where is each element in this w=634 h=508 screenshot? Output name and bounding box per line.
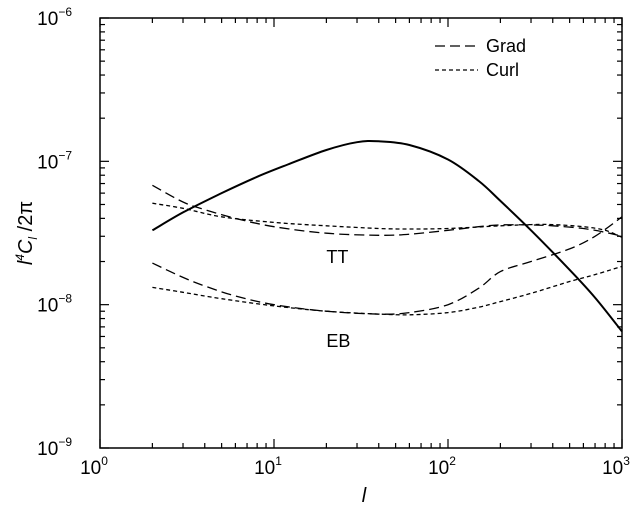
x-tick-label: 102 [428, 454, 456, 479]
y-tick-label-base: 10 [37, 296, 58, 317]
x-tick-label-exponent: 2 [449, 454, 456, 468]
series-line-3-short-dash [152, 203, 622, 237]
axis-ticks [100, 18, 622, 448]
legend: Grad Curl [435, 36, 526, 80]
x-tick-label-exponent: 3 [623, 454, 630, 468]
y-tick-label-base: 10 [37, 152, 58, 173]
series-group [152, 141, 622, 332]
y-tick-label: 10−7 [37, 148, 72, 173]
y-tick-label-base: 10 [37, 439, 58, 460]
x-tick-label-exponent: 1 [275, 454, 282, 468]
x-tick-label-base: 10 [254, 458, 275, 479]
y-tick-label-exponent: −6 [58, 5, 72, 19]
series-line-5-short-dash [152, 266, 622, 314]
y-tick-label-base: 10 [37, 9, 58, 30]
y-tick-label: 10−8 [37, 292, 72, 317]
y-axis-label-c: C [15, 239, 37, 254]
y-tick-label-exponent: −9 [58, 435, 72, 449]
x-tick-label-base: 10 [80, 458, 101, 479]
y-tick-label: 10−6 [37, 5, 72, 30]
series-line-1-solid [152, 141, 622, 332]
y-axis-label: l4Cl /2π [13, 201, 40, 265]
series-line-4-long-dash [152, 217, 622, 314]
plot-area-frame [100, 18, 622, 448]
annotations: TT EB [326, 247, 350, 351]
x-tick-label: 101 [254, 454, 282, 479]
x-tick-label-base: 10 [602, 458, 623, 479]
x-tick-label: 103 [602, 454, 630, 479]
y-tick-label: 10−9 [37, 435, 72, 460]
x-tick-label: 100 [80, 454, 108, 479]
y-tick-label-exponent: −7 [58, 148, 72, 162]
legend-label-curl: Curl [486, 60, 519, 80]
annotation-eb: EB [326, 331, 350, 351]
y-axis-label-tail: /2π [15, 201, 37, 237]
x-tick-label-base: 10 [428, 458, 449, 479]
legend-label-grad: Grad [486, 36, 526, 56]
x-tick-label-exponent: 0 [101, 454, 108, 468]
x-axis-label: l [362, 485, 367, 507]
y-tick-label-exponent: −8 [58, 292, 72, 306]
annotation-tt: TT [326, 247, 348, 267]
